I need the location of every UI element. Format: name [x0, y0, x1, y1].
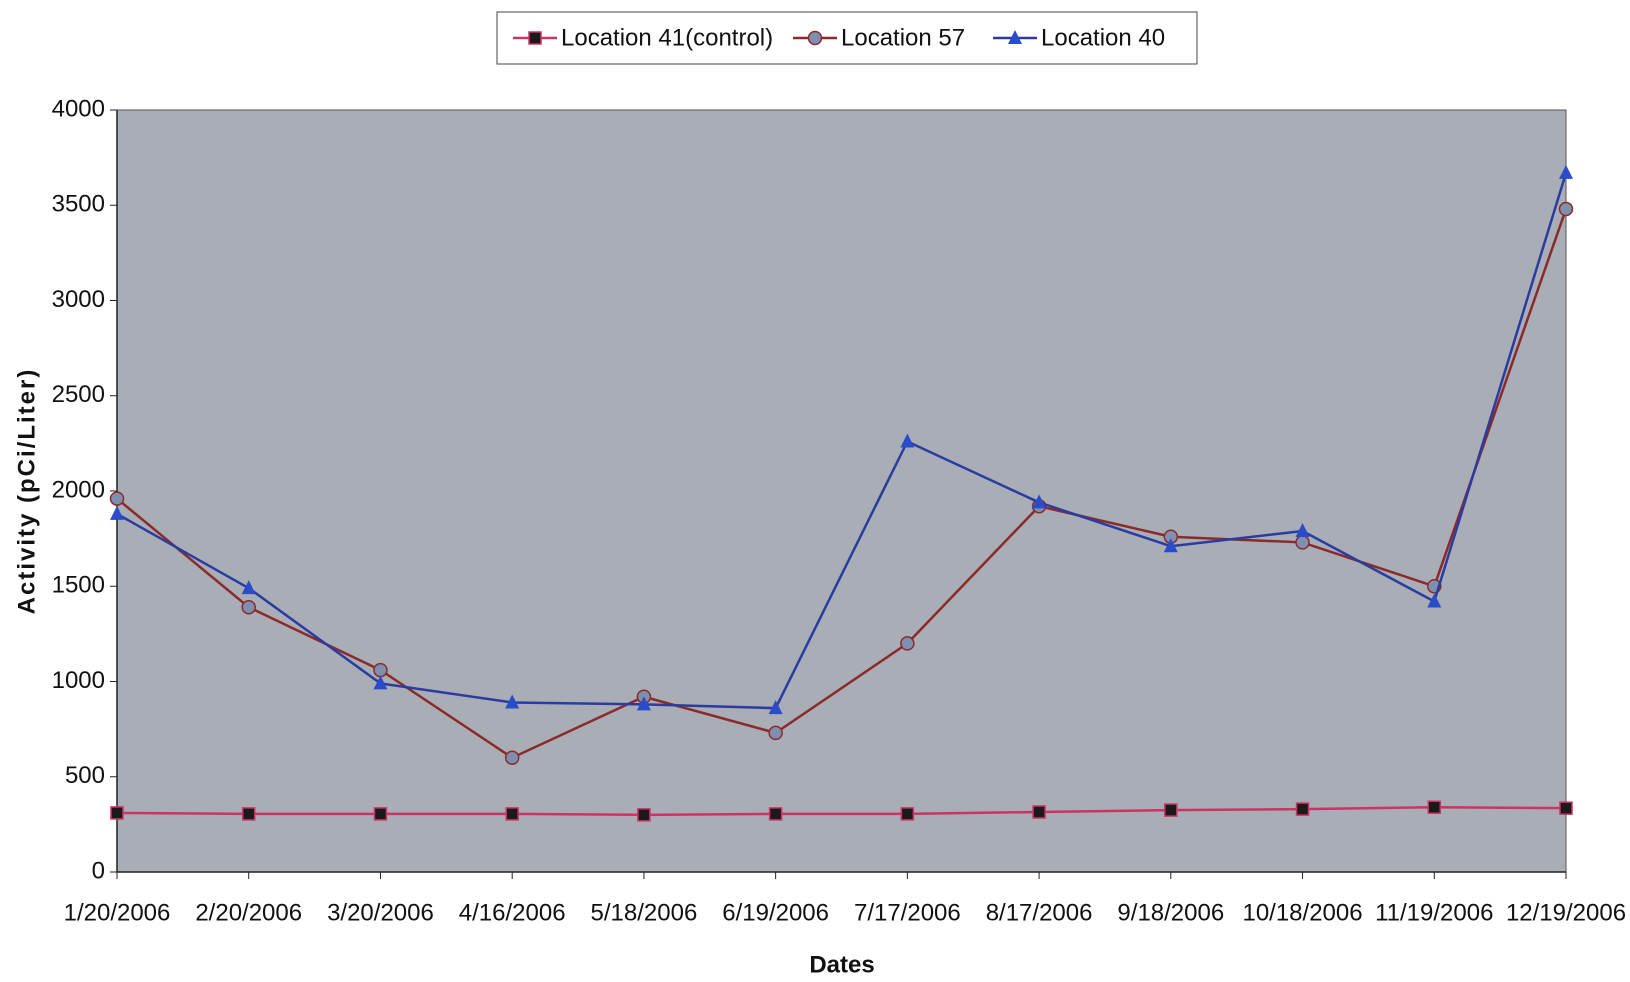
x-tick-label: 5/18/2006 [591, 899, 698, 926]
plot-area [116, 109, 1567, 873]
legend-box [496, 11, 1198, 65]
marker [109, 491, 125, 506]
marker [505, 694, 520, 709]
marker [1427, 593, 1442, 608]
x-tick-label: 6/19/2006 [722, 899, 829, 926]
x-tick-label: 7/17/2006 [854, 899, 961, 926]
x-tick-label: 10/18/2006 [1242, 899, 1362, 926]
marker [768, 725, 783, 741]
x-tick-label: 1/20/2006 [64, 899, 171, 926]
marker [373, 807, 388, 821]
legend-label: Location 57 [841, 24, 965, 51]
y-tick-label: 500 [65, 762, 105, 789]
marker [1164, 803, 1178, 817]
legend-label: Location 41(control) [561, 24, 773, 51]
x-tick-label: 2/20/2006 [195, 899, 302, 926]
marker [637, 808, 651, 822]
x-tick-label: 4/16/2006 [459, 899, 566, 926]
x-axis-label: Dates [809, 951, 874, 978]
marker [900, 807, 915, 821]
y-tick-label: 2000 [52, 476, 105, 503]
y-tick-label: 3500 [52, 191, 105, 218]
marker [505, 807, 519, 821]
legend-marker [1008, 30, 1022, 44]
x-tick-label: 3/20/2006 [327, 899, 434, 926]
marker [1427, 800, 1442, 814]
y-tick-label: 3000 [52, 286, 105, 313]
marker [373, 675, 388, 690]
marker [1295, 802, 1310, 816]
marker [1559, 164, 1573, 179]
series-line [116, 805, 1567, 817]
marker [241, 599, 256, 615]
marker [1558, 201, 1574, 217]
series-line [116, 172, 1568, 710]
marker [900, 433, 915, 448]
legend-marker [807, 30, 823, 46]
marker [373, 662, 388, 678]
marker [1295, 535, 1310, 550]
x-tick-label: 9/18/2006 [1117, 899, 1224, 926]
legend-label: Location 40 [1041, 24, 1165, 51]
marker [768, 807, 783, 821]
marker [110, 806, 124, 820]
marker [504, 750, 520, 765]
marker [1032, 494, 1047, 509]
y-tick-label: 1500 [52, 572, 105, 599]
marker [1295, 523, 1310, 538]
marker [110, 505, 124, 520]
marker [636, 696, 651, 711]
y-tick-label: 2500 [52, 381, 105, 408]
marker [1163, 538, 1178, 553]
y-tick-label: 1000 [52, 667, 105, 694]
marker [900, 636, 915, 651]
marker [241, 580, 256, 595]
x-tick-label: 8/17/2006 [986, 899, 1093, 926]
x-tick-label: 12/19/2006 [1506, 899, 1626, 926]
marker [241, 807, 256, 821]
y-axis-label: Activity (pCi/Liter) [13, 368, 40, 615]
legend-marker [528, 31, 542, 45]
marker [1032, 805, 1046, 819]
x-tick-label: 11/19/2006 [1375, 899, 1493, 926]
marker [1559, 801, 1573, 815]
y-tick-label: 0 [92, 857, 105, 884]
series-line [116, 208, 1568, 760]
y-tick-label: 4000 [52, 95, 105, 122]
marker [768, 700, 783, 715]
